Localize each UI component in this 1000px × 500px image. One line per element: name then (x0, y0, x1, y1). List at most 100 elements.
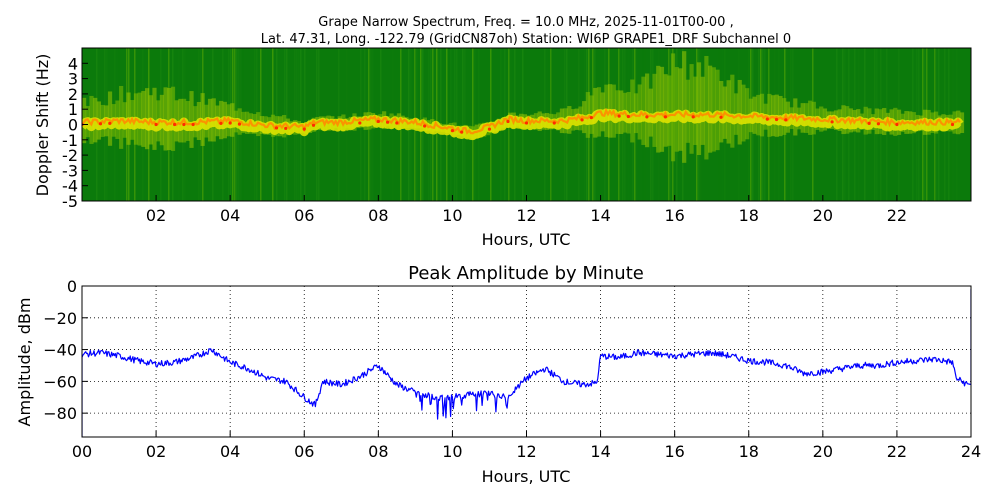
spectrogram-x-tick-label: 02 (146, 206, 166, 225)
doppler-peak-dot (311, 123, 316, 127)
spectrogram-y-tick-label: -5 (62, 192, 78, 211)
spectrogram-activity-cell (189, 91, 194, 148)
doppler-peak-dot (302, 127, 306, 131)
spectrogram-noise-stripe (650, 48, 652, 201)
spectrogram-x-tick-label: 10 (442, 206, 462, 225)
doppler-peak-dot (98, 122, 103, 126)
amplitude-y-tick-label: −40 (43, 341, 77, 360)
doppler-peak-dot (691, 115, 695, 119)
spectrogram-activity-cell (163, 87, 168, 151)
amplitude-x-tick-label: 18 (739, 442, 759, 461)
doppler-peak-dot (191, 122, 195, 127)
doppler-peak-dot (376, 119, 380, 124)
amplitude-y-tick-label: −80 (43, 404, 77, 423)
spectrogram-x-tick-label: 22 (887, 206, 907, 225)
doppler-peak-dot (524, 121, 529, 125)
doppler-peak-dot (108, 121, 112, 125)
spectrogram-noise-stripe (676, 48, 678, 201)
spectrogram-x-tick-label: 16 (664, 206, 684, 225)
spectrogram-x-tick-label: 12 (516, 206, 536, 225)
doppler-peak-dot (626, 114, 630, 119)
spectrogram-noise-stripe (454, 48, 456, 201)
spectrogram-noise-stripe (592, 48, 594, 201)
doppler-peak-dot (460, 130, 464, 134)
spectrogram-noise-stripe (608, 48, 610, 201)
spectrogram-activity-cell (667, 75, 672, 146)
spectrogram-noise-stripe (724, 48, 726, 201)
spectrogram-activity-cell (656, 65, 661, 153)
spectrogram-activity-cell (704, 55, 709, 160)
spectrogram-noise-stripe (682, 48, 684, 201)
doppler-peak-dot (154, 122, 158, 127)
spectrogram-x-tick-label: 18 (739, 206, 759, 225)
doppler-peak-dot (552, 121, 556, 125)
spectrogram-noise-stripe (652, 48, 654, 201)
spectrogram-activity-cell (678, 68, 683, 151)
amplitude-x-tick-label: 14 (590, 442, 610, 461)
spectrogram-y-tick-label: -2 (62, 146, 78, 165)
spectrogram-noise-stripe (446, 48, 448, 201)
spectrogram-noise-stripe (632, 48, 634, 201)
amplitude-x-tick-label: 02 (146, 442, 166, 461)
doppler-peak-dot (237, 122, 242, 126)
doppler-peak-dot (784, 118, 788, 122)
doppler-peak-dot (719, 115, 723, 119)
doppler-peak-dot (765, 117, 769, 121)
spectrogram-noise-stripe (764, 48, 766, 201)
spectrogram-noise-stripe (670, 48, 672, 201)
amplitude-x-tick-label: 12 (516, 442, 536, 461)
amplitude-line (82, 289, 971, 437)
amplitude-x-tick-label: 08 (368, 442, 388, 461)
spectrogram-activity-cell (630, 79, 635, 143)
spectrogram-noise-stripe (472, 48, 474, 201)
spectrogram-x-label: Hours, UTC (482, 230, 571, 249)
spectrogram-activity-cell (715, 69, 720, 151)
spectrogram-y-label: Doppler Shift (Hz) (33, 54, 52, 197)
amplitude-x-tick-label: 16 (664, 442, 684, 461)
amplitude-y-tick-label: −60 (43, 372, 77, 391)
doppler-peak-dot (450, 129, 455, 133)
amplitude-x-tick-label: 04 (220, 442, 240, 461)
doppler-peak-dot (876, 122, 880, 126)
spectrogram-noise-stripe (668, 48, 670, 201)
spectrogram-activity-cell (663, 74, 668, 147)
spectrogram-activity-cell (659, 66, 665, 152)
spectrogram-noise-stripe (636, 48, 638, 201)
doppler-peak-dot (589, 116, 593, 120)
spectrogram-x-tick-label: 20 (813, 206, 833, 225)
spectrogram-noise-stripe (758, 48, 760, 201)
spectrogram-activity-cell (711, 67, 716, 152)
spectrogram-activity-cell (682, 51, 687, 163)
amplitude-y-ticks: 0 −20 −40 −60 −80 (43, 277, 88, 423)
spectrogram-noise-stripe (604, 48, 606, 201)
doppler-peak-dot (774, 117, 779, 122)
spectrogram-activity-cell (689, 64, 694, 154)
doppler-peak-dot (274, 126, 279, 130)
spectrogram-activity-cell (648, 88, 653, 137)
amplitude-x-tick-label: 00 (72, 442, 92, 461)
spectrogram-activity-cell (700, 76, 705, 145)
spectrogram-noise-stripe (750, 48, 752, 201)
spectrogram-y-tick-label: -3 (62, 161, 78, 180)
doppler-peak-dot (423, 124, 427, 128)
doppler-peak-dot (395, 121, 399, 125)
spectrogram-activity-cell (674, 67, 679, 152)
spectrogram-x-ticks: 02 04 06 08 10 12 14 16 18 20 22 (146, 195, 907, 225)
doppler-peak-dot (617, 114, 621, 118)
amplitude-x-tick-label: 10 (442, 442, 462, 461)
doppler-peak-dot (645, 115, 649, 119)
doppler-peak-dot (830, 120, 834, 124)
doppler-peak-dot (487, 127, 492, 131)
amplitude-panel: Peak Amplitude by Minute 00 02 04 06 08 10 12 1… (15, 263, 981, 486)
amplitude-x-ticks: 00 02 04 06 08 10 12 14 16 18 20 22 24 (72, 431, 981, 461)
doppler-peak-dot (173, 122, 177, 127)
amplitude-grid (82, 286, 971, 437)
spectrogram-activity-cell (737, 79, 742, 145)
spectrogram-activity-cell (652, 73, 657, 147)
spectrogram-activity-cell (693, 76, 698, 146)
spectrogram-noise-stripe (584, 48, 586, 201)
spectrogram-activity-cell (645, 73, 650, 148)
amplitude-x-tick-label: 22 (887, 442, 907, 461)
spectrogram-noise-stripe (464, 48, 466, 201)
